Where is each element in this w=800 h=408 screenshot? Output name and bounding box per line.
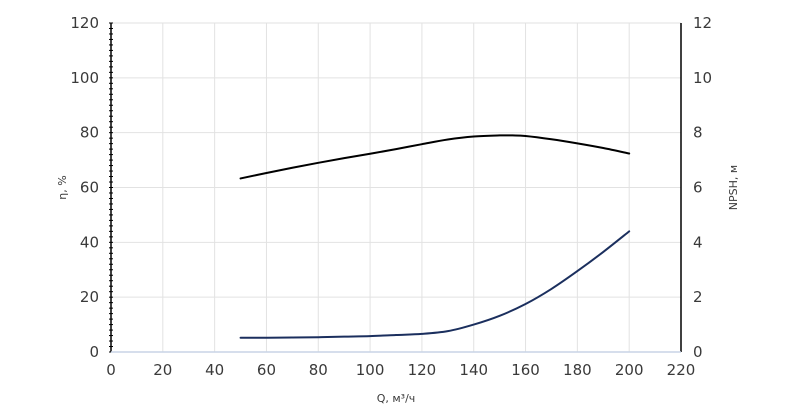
y-left-tick-label: 120 bbox=[70, 14, 99, 32]
y-left-tick-label: 0 bbox=[89, 343, 99, 361]
y-right-tick-label: 8 bbox=[693, 124, 703, 142]
y-right-tick-label: 10 bbox=[693, 69, 712, 87]
x-axis-title: Q, м³/ч bbox=[377, 392, 416, 405]
y-left-tick-label: 80 bbox=[80, 124, 99, 142]
y-right-tick-label: 0 bbox=[693, 343, 703, 361]
x-tick-label: 20 bbox=[153, 361, 172, 379]
x-tick-label: 220 bbox=[667, 361, 696, 379]
x-tick-label: 160 bbox=[511, 361, 540, 379]
grid-lines bbox=[111, 22, 681, 352]
y-left-tick-labels: 0 20 40 60 80 100 120 bbox=[70, 14, 99, 361]
x-tick-label: 0 bbox=[106, 361, 116, 379]
x-tick-label: 120 bbox=[408, 361, 437, 379]
x-tick-label: 60 bbox=[257, 361, 276, 379]
x-tick-labels: 0 20 40 60 80 100 120 140 160 180 200 220 bbox=[106, 361, 695, 379]
y-right-tick-labels: 0 2 4 6 8 10 12 bbox=[693, 14, 712, 361]
efficiency-curve-line bbox=[239, 134, 631, 180]
y-left-tick-label: 60 bbox=[80, 179, 99, 197]
x-tick-label: 80 bbox=[309, 361, 328, 379]
x-tick-label: 140 bbox=[459, 361, 488, 379]
y-right-tick-label: 6 bbox=[693, 179, 703, 197]
x-tick-label: 100 bbox=[356, 361, 385, 379]
y-left-tick-label: 100 bbox=[70, 69, 99, 87]
y-right-axis-title: NPSH, м bbox=[727, 165, 740, 210]
x-tick-label: 200 bbox=[615, 361, 644, 379]
x-tick-label: 40 bbox=[205, 361, 224, 379]
y-right-tick-label: 2 bbox=[693, 288, 703, 306]
y-left-tick-label: 20 bbox=[80, 288, 99, 306]
y-left-axis-title: η, % bbox=[56, 175, 69, 199]
y-right-tick-label: 4 bbox=[693, 233, 703, 251]
npsh-curve-line bbox=[239, 230, 631, 339]
y-left-tick-label: 40 bbox=[80, 233, 99, 251]
series-layer bbox=[239, 134, 631, 339]
y-left-axis-minor-ticks bbox=[109, 22, 113, 353]
x-tick-label: 180 bbox=[563, 361, 592, 379]
y-right-tick-label: 12 bbox=[693, 14, 712, 32]
